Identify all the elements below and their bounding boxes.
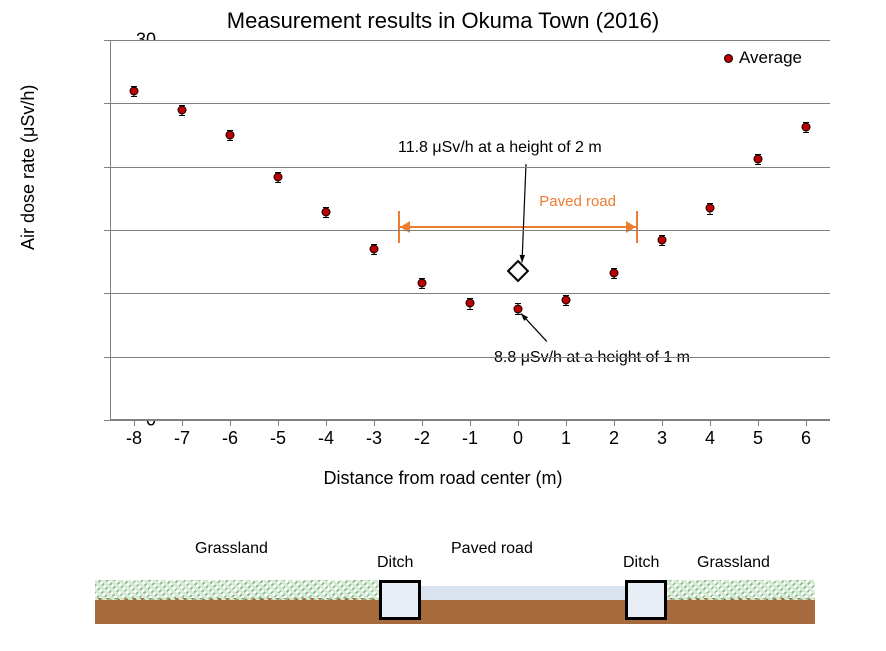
- x-tick: [278, 420, 279, 426]
- cs-label-grassland-left: Grassland: [195, 540, 268, 558]
- x-tick: [806, 420, 807, 426]
- y-tick: [104, 357, 110, 358]
- gridline: [110, 167, 830, 168]
- x-tick-label: -5: [258, 428, 298, 449]
- data-point: [130, 86, 139, 95]
- error-cap: [755, 164, 761, 165]
- x-tick: [230, 420, 231, 426]
- error-cap: [707, 214, 713, 215]
- x-tick: [518, 420, 519, 426]
- x-tick: [422, 420, 423, 426]
- error-cap: [131, 96, 137, 97]
- y-tick: [104, 40, 110, 41]
- cs-label-paved-road: Paved road: [451, 540, 533, 558]
- x-tick-label: 0: [498, 428, 538, 449]
- cs-label-ditch-right: Ditch: [623, 554, 659, 572]
- data-point: [178, 105, 187, 114]
- error-cap: [227, 140, 233, 141]
- x-tick-label: -6: [210, 428, 250, 449]
- error-cap: [179, 115, 185, 116]
- data-point: [322, 208, 331, 217]
- x-tick: [614, 420, 615, 426]
- y-tick: [104, 103, 110, 104]
- y-tick: [104, 167, 110, 168]
- x-tick-label: 3: [642, 428, 682, 449]
- cs-label-grassland-right: Grassland: [697, 554, 770, 572]
- cs-ditch-left: [379, 580, 421, 620]
- x-tick: [374, 420, 375, 426]
- data-point: [514, 304, 523, 313]
- error-cap: [515, 314, 521, 315]
- x-tick-label: -2: [402, 428, 442, 449]
- plot-area: Average Paved road 11.8 μSv/h at a heigh…: [110, 40, 830, 420]
- data-point: [226, 131, 235, 140]
- data-point: [370, 245, 379, 254]
- cs-grassland-right: [667, 580, 815, 600]
- y-axis-label: Air dose rate (μSv/h): [18, 85, 39, 250]
- y-tick: [104, 230, 110, 231]
- x-tick-label: 1: [546, 428, 586, 449]
- y-tick: [104, 293, 110, 294]
- data-point: [466, 299, 475, 308]
- x-tick-label: -1: [450, 428, 490, 449]
- x-tick: [134, 420, 135, 426]
- x-tick: [326, 420, 327, 426]
- x-tick: [662, 420, 663, 426]
- x-tick: [470, 420, 471, 426]
- x-tick-label: 2: [594, 428, 634, 449]
- error-cap: [275, 182, 281, 183]
- cs-ditch-right: [625, 580, 667, 620]
- cs-paved-road-surface: [421, 586, 625, 600]
- error-cap: [803, 132, 809, 133]
- cross-section-diagram: Grassland Ditch Paved road Ditch Grassla…: [95, 530, 815, 635]
- x-tick-label: 5: [738, 428, 778, 449]
- x-tick-label: -4: [306, 428, 346, 449]
- cs-label-ditch-left: Ditch: [377, 554, 413, 572]
- x-tick: [758, 420, 759, 426]
- y-tick: [104, 420, 110, 421]
- gridline: [110, 230, 830, 231]
- gridline: [110, 40, 830, 41]
- x-tick-label: 6: [786, 428, 826, 449]
- error-cap: [323, 217, 329, 218]
- error-cap: [371, 254, 377, 255]
- gridline: [110, 103, 830, 104]
- cs-soil-layer: [95, 598, 815, 624]
- x-tick-label: -3: [354, 428, 394, 449]
- cs-grassland-left: [95, 580, 379, 600]
- data-point: [658, 236, 667, 245]
- error-cap: [611, 278, 617, 279]
- figure-container: Measurement results in Okuma Town (2016)…: [0, 0, 886, 651]
- data-point: [802, 123, 811, 132]
- error-cap: [659, 245, 665, 246]
- x-tick-label: 4: [690, 428, 730, 449]
- data-point: [706, 204, 715, 213]
- x-tick-label: -7: [162, 428, 202, 449]
- x-tick: [710, 420, 711, 426]
- data-point: [754, 155, 763, 164]
- data-point: [418, 279, 427, 288]
- error-cap: [467, 309, 473, 310]
- gridline: [110, 357, 830, 358]
- x-tick: [566, 420, 567, 426]
- error-cap: [419, 288, 425, 289]
- gridline: [110, 293, 830, 294]
- data-point: [562, 295, 571, 304]
- x-axis-label: Distance from road center (m): [0, 468, 886, 489]
- data-point: [274, 172, 283, 181]
- data-point: [610, 269, 619, 278]
- error-cap: [563, 305, 569, 306]
- x-tick: [182, 420, 183, 426]
- x-tick-label: -8: [114, 428, 154, 449]
